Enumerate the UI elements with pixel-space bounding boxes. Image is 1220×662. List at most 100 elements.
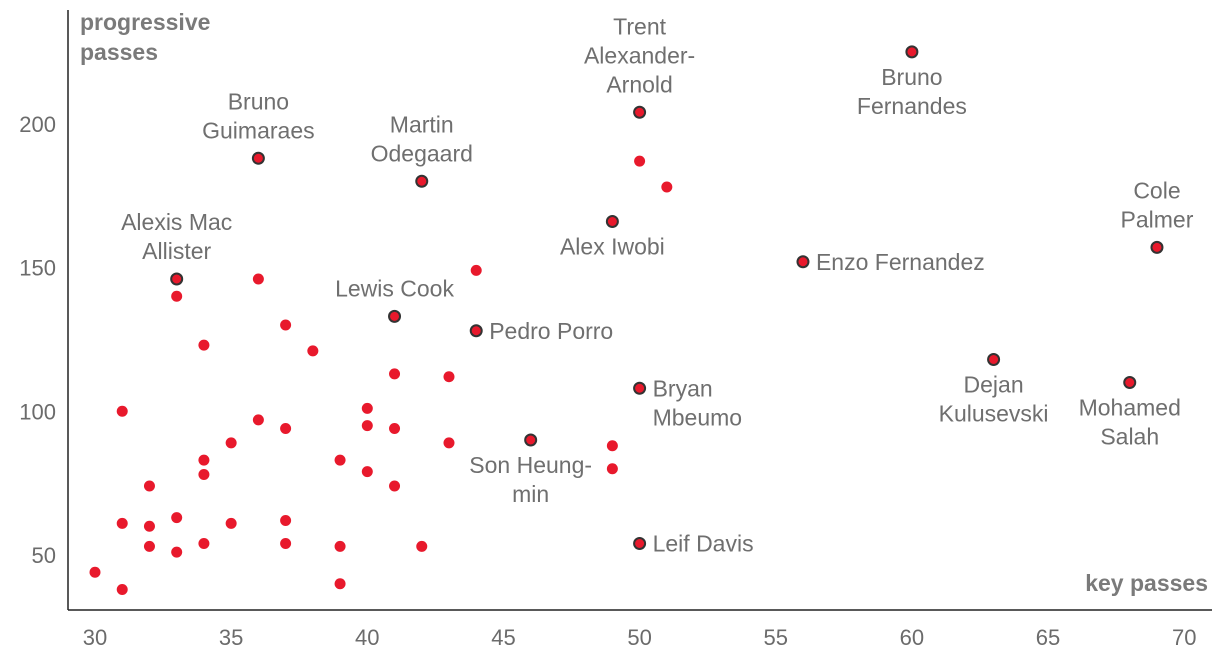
point-label-line: min (512, 481, 549, 507)
data-point (470, 264, 482, 276)
point-label-line: Alexander- (584, 42, 695, 68)
axes (67, 10, 1212, 611)
data-point (389, 480, 401, 492)
point-label: Dejan Kulusevski (939, 372, 1049, 427)
data-point (606, 440, 618, 452)
data-point (198, 538, 210, 549)
data-point (416, 540, 428, 552)
x-tick-label: 60 (900, 625, 924, 650)
point-label-line: Fernandes (857, 93, 967, 119)
data-point (252, 414, 264, 426)
point-label: Bryan Mbeumo (653, 375, 742, 430)
point-label-line: Mohamed (1079, 395, 1181, 421)
data-point (334, 540, 346, 552)
data-point (280, 538, 292, 549)
point-label: Trent Alexander- Arnold (584, 13, 695, 97)
data-point (143, 480, 155, 492)
highlighted-data-point (251, 151, 265, 165)
point-labels: Bruno Fernandes Trent Alexander- Arnold Bruno… (121, 13, 1194, 556)
point-label-line: Palmer (1121, 206, 1194, 232)
data-point (116, 517, 128, 529)
x-tick-label: 35 (219, 625, 243, 650)
y-tick-label: 150 (19, 256, 56, 281)
highlighted-data-point (605, 215, 619, 228)
point-label-line: Enzo Fernandez (816, 249, 985, 275)
highlighted-data-point (388, 309, 402, 323)
data-point (361, 402, 373, 414)
y-tick-label: 100 (19, 399, 56, 424)
point-label: Bruno Fernandes (857, 64, 967, 119)
point-label-line: Martin (390, 111, 454, 137)
y-tick-label: 50 (32, 543, 56, 568)
data-point (280, 515, 292, 526)
highlighted-data-point (796, 255, 810, 269)
point-label-line: Arnold (606, 71, 672, 97)
data-point (143, 540, 155, 552)
point-label-line: Son Heung- (469, 452, 592, 478)
highlighted-data-point (170, 272, 184, 286)
y-tick-labels: 50 100 150 200 (19, 112, 56, 568)
data-point (606, 463, 618, 475)
highlighted-data-point (415, 174, 429, 188)
data-point (198, 339, 210, 351)
data-point (389, 368, 401, 380)
data-point (198, 469, 210, 480)
data-point (634, 155, 646, 167)
x-axis-title: key passes (1085, 570, 1208, 596)
point-label: Enzo Fernandez (816, 249, 985, 275)
data-point (361, 466, 373, 478)
point-label-line: Odegaard (371, 140, 473, 166)
data-point (443, 371, 455, 383)
data-points (89, 45, 1164, 595)
point-label-line: Trent (613, 13, 666, 39)
point-label: Cole Palmer (1121, 177, 1194, 232)
data-point (89, 566, 101, 578)
data-point (307, 345, 319, 357)
point-label: Lewis Cook (335, 275, 454, 301)
data-point (143, 520, 155, 532)
point-label-line: Mbeumo (653, 404, 742, 430)
data-point (280, 319, 292, 331)
data-point (443, 437, 455, 449)
data-point (361, 420, 373, 432)
point-label: Mohamed Salah (1079, 395, 1181, 450)
highlighted-data-point (469, 324, 483, 338)
data-point (116, 405, 128, 417)
highlighted-data-point (633, 381, 647, 395)
data-point (171, 512, 183, 524)
highlighted-data-point (905, 45, 919, 59)
highlighted-data-point (1123, 376, 1137, 389)
point-label-line: Pedro Porro (489, 318, 613, 344)
point-label-line: Alexis Mac (121, 209, 232, 235)
data-point (334, 578, 346, 590)
point-label-line: Guimaraes (202, 117, 314, 143)
data-point (171, 546, 183, 558)
point-label-line: Dejan (964, 372, 1024, 398)
point-label-line: Leif Davis (653, 531, 754, 557)
point-label-line: Bryan (653, 375, 713, 401)
point-label-line: Alex Iwobi (560, 234, 665, 260)
highlighted-data-point (633, 537, 647, 550)
data-point (225, 437, 237, 449)
data-point (116, 584, 128, 595)
x-tick-labels: 30 35 40 45 50 55 60 65 70 (83, 625, 1197, 650)
data-point (198, 454, 210, 466)
point-label: Alexis Mac Allister (121, 209, 232, 264)
highlighted-data-point (1150, 240, 1164, 254)
point-label: Alex Iwobi (560, 234, 665, 260)
highlighted-data-point (524, 433, 538, 447)
y-axis-title-line-1: progressive (80, 9, 210, 35)
data-point (280, 423, 292, 434)
data-point (225, 517, 237, 529)
point-label-line: Bruno (881, 64, 942, 90)
x-tick-label: 40 (355, 625, 379, 650)
data-point (252, 273, 264, 285)
point-label: Son Heung-min (469, 452, 592, 507)
point-label: Martin Odegaard (371, 111, 473, 166)
point-label-line: Allister (142, 238, 211, 264)
x-tick-label: 65 (1036, 625, 1060, 650)
y-tick-label: 200 (19, 112, 56, 137)
point-label-line: Kulusevski (939, 401, 1049, 427)
data-point (334, 454, 346, 466)
